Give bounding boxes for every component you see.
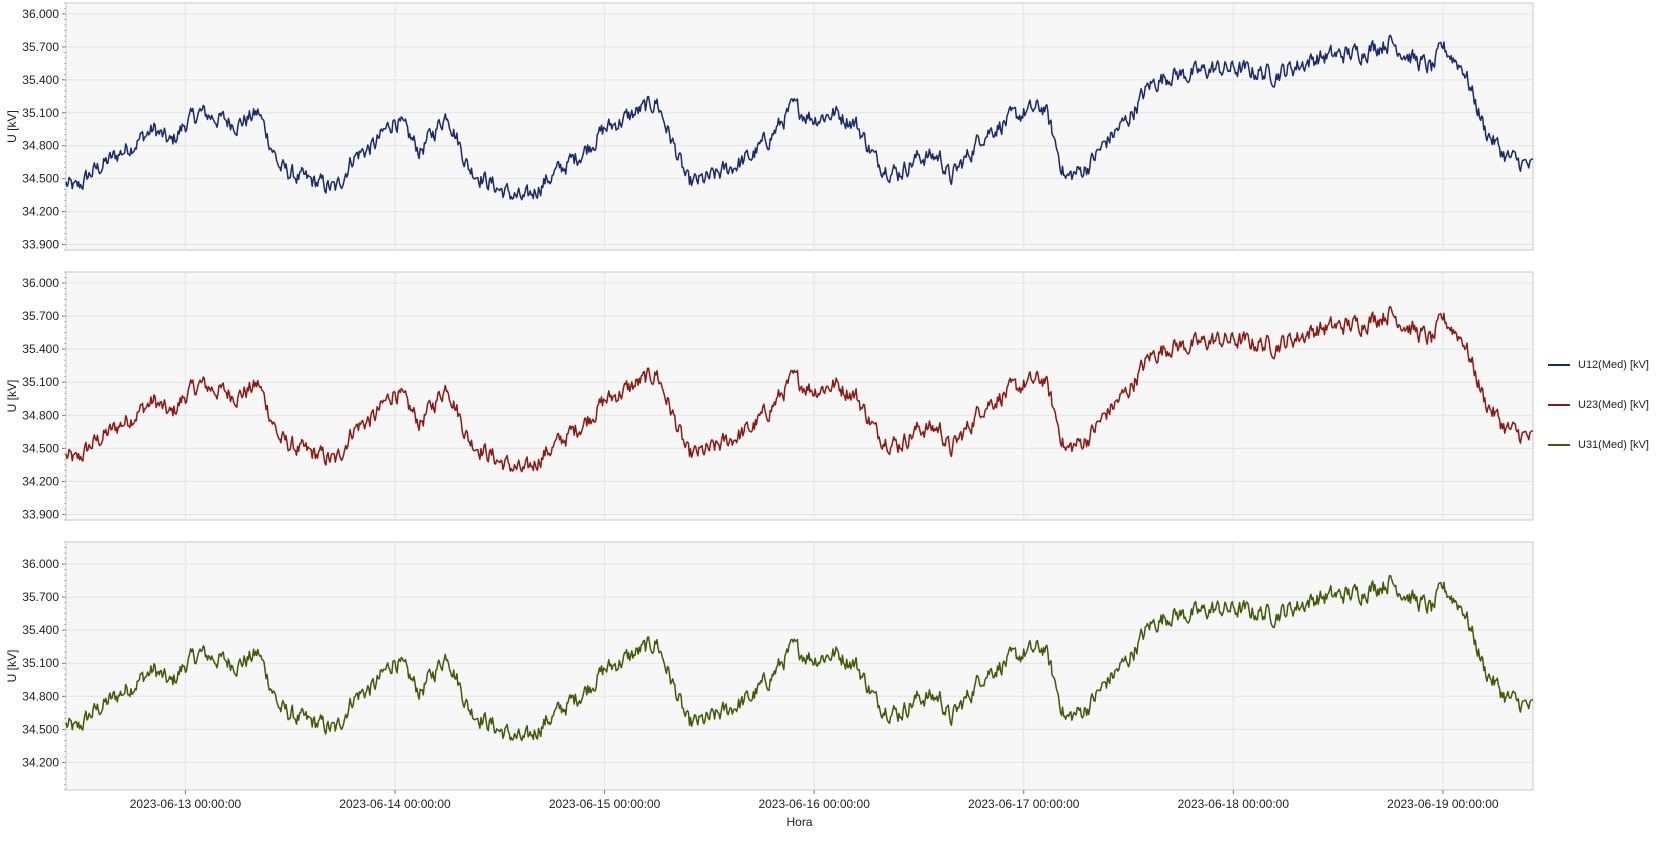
y-tick-label: 35.400: [22, 342, 59, 356]
series-line: [65, 305, 1534, 473]
y-tick-label: 36.000: [22, 276, 59, 290]
legend-item[interactable]: U31(Med) [kV]: [1548, 435, 1663, 455]
legend-label: U23(Med) [kV]: [1578, 399, 1649, 411]
y-tick-label: 35.700: [22, 309, 59, 323]
y-axis-label: U [kV]: [5, 650, 19, 683]
y-tick-label: 34.200: [22, 474, 59, 488]
y-axis-label: U [kV]: [5, 110, 19, 143]
y-tick-label: 34.500: [22, 172, 59, 186]
series-line: [65, 574, 1534, 742]
y-axis-label: U [kV]: [5, 380, 19, 413]
y-tick-label: 34.800: [22, 408, 59, 422]
x-tick-label: 2023-06-19 00:00:00: [1387, 797, 1499, 811]
y-tick-label: 35.100: [22, 106, 59, 120]
y-tick-label: 35.700: [22, 40, 59, 54]
plot-area: [65, 2, 1534, 251]
plot-area: [65, 541, 1534, 791]
legend-label: U31(Med) [kV]: [1578, 439, 1649, 451]
y-tick-label: 34.500: [22, 722, 59, 736]
legend-swatch: [1548, 364, 1570, 366]
y-tick-label: 34.800: [22, 689, 59, 703]
series-line: [65, 34, 1534, 201]
y-tick-label: 33.900: [22, 507, 59, 521]
legend: U12(Med) [kV] U23(Med) [kV] U31(Med) [kV…: [1548, 355, 1663, 475]
y-tick-label: 36.000: [22, 7, 59, 21]
x-tick-label: 2023-06-14 00:00:00: [339, 797, 451, 811]
plot-area: [65, 271, 1534, 521]
x-tick-label: 2023-06-17 00:00:00: [968, 797, 1080, 811]
legend-item[interactable]: U12(Med) [kV]: [1548, 355, 1663, 375]
y-tick-label: 33.900: [22, 238, 59, 252]
x-tick-label: 2023-06-16 00:00:00: [758, 797, 870, 811]
legend-swatch: [1548, 444, 1570, 446]
y-tick-label: 35.100: [22, 375, 59, 389]
y-tick-label: 35.100: [22, 656, 59, 670]
x-tick-label: 2023-06-13 00:00:00: [130, 797, 242, 811]
y-tick-label: 35.400: [22, 623, 59, 637]
y-tick-label: 36.000: [22, 557, 59, 571]
legend-swatch: [1548, 404, 1570, 406]
y-tick-label: 34.200: [22, 205, 59, 219]
y-tick-label: 34.500: [22, 441, 59, 455]
legend-item[interactable]: U23(Med) [kV]: [1548, 395, 1663, 415]
x-axis-label: Hora: [786, 815, 812, 829]
x-tick-label: 2023-06-15 00:00:00: [549, 797, 661, 811]
y-tick-label: 34.200: [22, 755, 59, 769]
y-tick-label: 34.800: [22, 139, 59, 153]
x-tick-label: 2023-06-18 00:00:00: [1178, 797, 1290, 811]
y-tick-label: 35.400: [22, 73, 59, 87]
legend-label: U12(Med) [kV]: [1578, 359, 1649, 371]
y-tick-label: 35.700: [22, 590, 59, 604]
